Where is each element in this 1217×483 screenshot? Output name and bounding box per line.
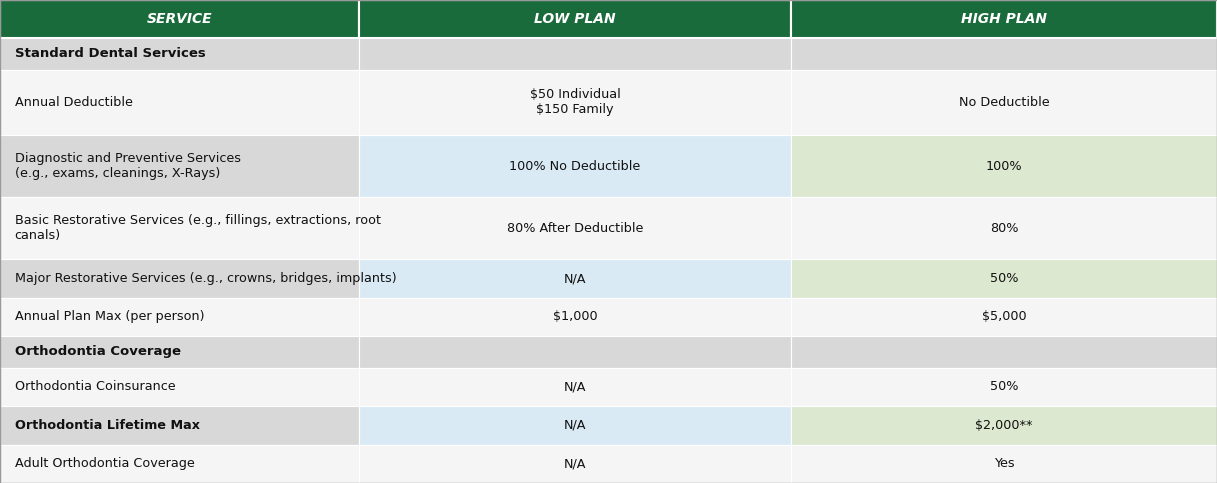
Bar [0,135,359,197]
Text: Adult Orthodontia Coverage: Adult Orthodontia Coverage [15,457,195,470]
Bar [0,298,359,336]
Bar [0,406,359,444]
Text: $5,000: $5,000 [982,311,1026,324]
Bar [359,336,791,368]
Text: LOW PLAN: LOW PLAN [534,12,616,26]
Text: Annual Deductible: Annual Deductible [15,96,133,109]
Bar [359,406,791,444]
Bar [0,38,359,70]
Text: Annual Plan Max (per person): Annual Plan Max (per person) [15,311,204,324]
Bar [791,197,1217,259]
Bar [0,0,359,38]
Text: N/A: N/A [563,457,587,470]
Text: N/A: N/A [563,381,587,394]
Text: Orthodontia Lifetime Max: Orthodontia Lifetime Max [15,419,200,432]
Bar [0,368,359,406]
Text: 100% No Deductible: 100% No Deductible [510,160,640,173]
Bar [359,368,791,406]
Bar [359,38,791,70]
Bar [359,197,791,259]
Text: Standard Dental Services: Standard Dental Services [15,47,206,60]
Text: 80% After Deductible: 80% After Deductible [506,222,644,235]
Text: N/A: N/A [563,272,587,285]
Bar [359,0,791,38]
Text: Orthodontia Coverage: Orthodontia Coverage [15,345,180,358]
Text: SERVICE: SERVICE [147,12,212,26]
Text: $1,000: $1,000 [553,311,598,324]
Text: Diagnostic and Preventive Services
(e.g., exams, cleanings, X-Rays): Diagnostic and Preventive Services (e.g.… [15,152,241,180]
Bar [0,70,359,135]
Bar [791,368,1217,406]
Bar [791,0,1217,38]
Text: 50%: 50% [989,381,1019,394]
Bar [0,444,359,483]
Text: No Deductible: No Deductible [959,96,1049,109]
Text: Yes: Yes [994,457,1014,470]
Bar [0,259,359,298]
Text: Basic Restorative Services (e.g., fillings, extractions, root
canals): Basic Restorative Services (e.g., fillin… [15,214,381,242]
Bar [0,197,359,259]
Bar [791,259,1217,298]
Bar [791,444,1217,483]
Text: $2,000**: $2,000** [975,419,1033,432]
Bar [359,70,791,135]
Text: 50%: 50% [989,272,1019,285]
Bar [359,444,791,483]
Text: 100%: 100% [986,160,1022,173]
Text: N/A: N/A [563,419,587,432]
Text: 80%: 80% [989,222,1019,235]
Bar [791,38,1217,70]
Text: Major Restorative Services (e.g., crowns, bridges, implants): Major Restorative Services (e.g., crowns… [15,272,397,285]
Bar [791,336,1217,368]
Text: $50 Individual
$150 Family: $50 Individual $150 Family [529,88,621,116]
Bar [791,70,1217,135]
Bar [0,336,359,368]
Bar [791,135,1217,197]
Bar [359,298,791,336]
Bar [791,406,1217,444]
Text: Orthodontia Coinsurance: Orthodontia Coinsurance [15,381,175,394]
Bar [791,298,1217,336]
Text: HIGH PLAN: HIGH PLAN [961,12,1047,26]
Bar [359,135,791,197]
Bar [359,259,791,298]
